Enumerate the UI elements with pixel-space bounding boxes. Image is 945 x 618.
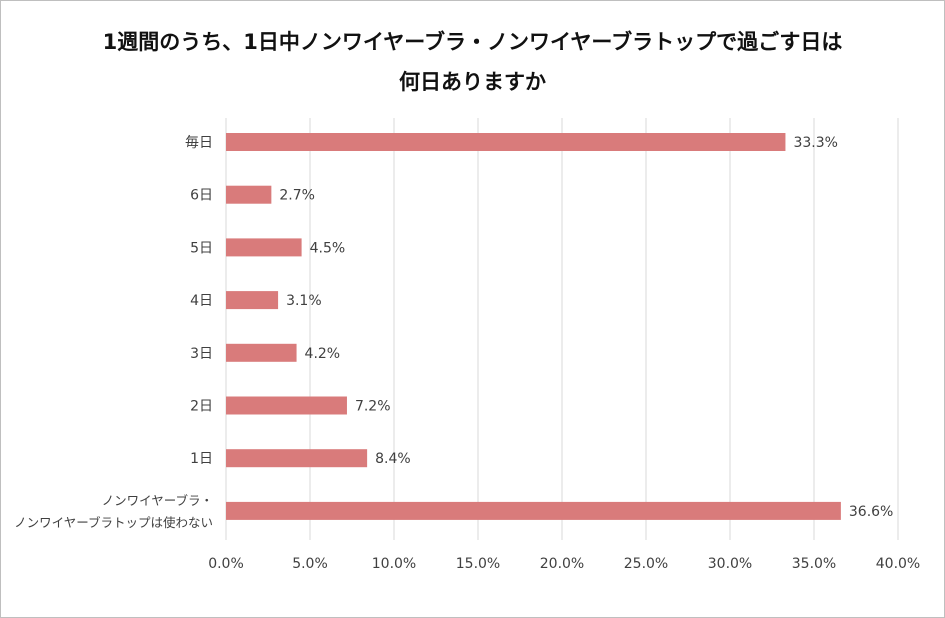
bars bbox=[226, 133, 841, 520]
bar bbox=[226, 133, 786, 151]
bar bbox=[226, 501, 841, 520]
chart-title: 1週間のうち、1日中ノンワイヤーブラ・ノンワイヤーブラトップで過ごす日は 何日あ… bbox=[0, 22, 945, 102]
data-label: 4.2% bbox=[305, 346, 341, 362]
category-label: 3日 bbox=[190, 346, 213, 362]
bar bbox=[226, 238, 302, 257]
category-label: 1日 bbox=[190, 451, 213, 467]
x-tick-label: 30.0% bbox=[708, 556, 752, 572]
x-tick-label: 0.0% bbox=[208, 556, 244, 572]
data-label: 2.7% bbox=[279, 188, 315, 204]
category-label: ノンワイヤーブラ・ bbox=[102, 493, 213, 508]
data-label: 8.4% bbox=[375, 451, 411, 467]
bar bbox=[226, 343, 297, 362]
data-label: 4.5% bbox=[310, 240, 346, 256]
x-tick-labels: 0.0% 5.0% 10.0% 15.0% 20.0% 25.0% 30.0% 35.0% 40… bbox=[208, 556, 920, 572]
bar bbox=[226, 291, 279, 310]
x-tick-label: 10.0% bbox=[372, 556, 416, 572]
x-tick-label: 20.0% bbox=[540, 556, 584, 572]
data-label: 33.3% bbox=[793, 135, 837, 151]
chart-title-line-1: 1週間のうち、1日中ノンワイヤーブラ・ノンワイヤーブラトップで過ごす日は bbox=[102, 30, 843, 54]
chart-title-line-2: 何日ありますか bbox=[399, 70, 546, 94]
x-tick-label: 5.0% bbox=[292, 556, 328, 572]
category-label: 4日 bbox=[190, 293, 213, 309]
data-label: 36.6% bbox=[849, 504, 893, 520]
category-label: 毎日 bbox=[185, 135, 213, 151]
bar bbox=[226, 185, 272, 204]
x-tick-label: 40.0% bbox=[876, 556, 920, 572]
grid-lines bbox=[225, 118, 899, 540]
x-tick-label: 15.0% bbox=[456, 556, 500, 572]
category-label: ノンワイヤーブラトップは使わない bbox=[14, 515, 213, 530]
bar bbox=[226, 449, 368, 468]
category-label: 5日 bbox=[190, 240, 213, 256]
x-tick-label: 25.0% bbox=[624, 556, 668, 572]
data-labels: 33.3% 2.7% 4.5% 3.1% 4.2% 7.2% 8.4% 36.6% bbox=[279, 135, 893, 520]
category-label: 6日 bbox=[190, 188, 213, 204]
x-tick-label: 35.0% bbox=[792, 556, 836, 572]
data-label: 7.2% bbox=[355, 399, 391, 415]
data-label: 3.1% bbox=[286, 293, 322, 309]
bar bbox=[226, 396, 347, 415]
category-label: 2日 bbox=[190, 399, 213, 415]
